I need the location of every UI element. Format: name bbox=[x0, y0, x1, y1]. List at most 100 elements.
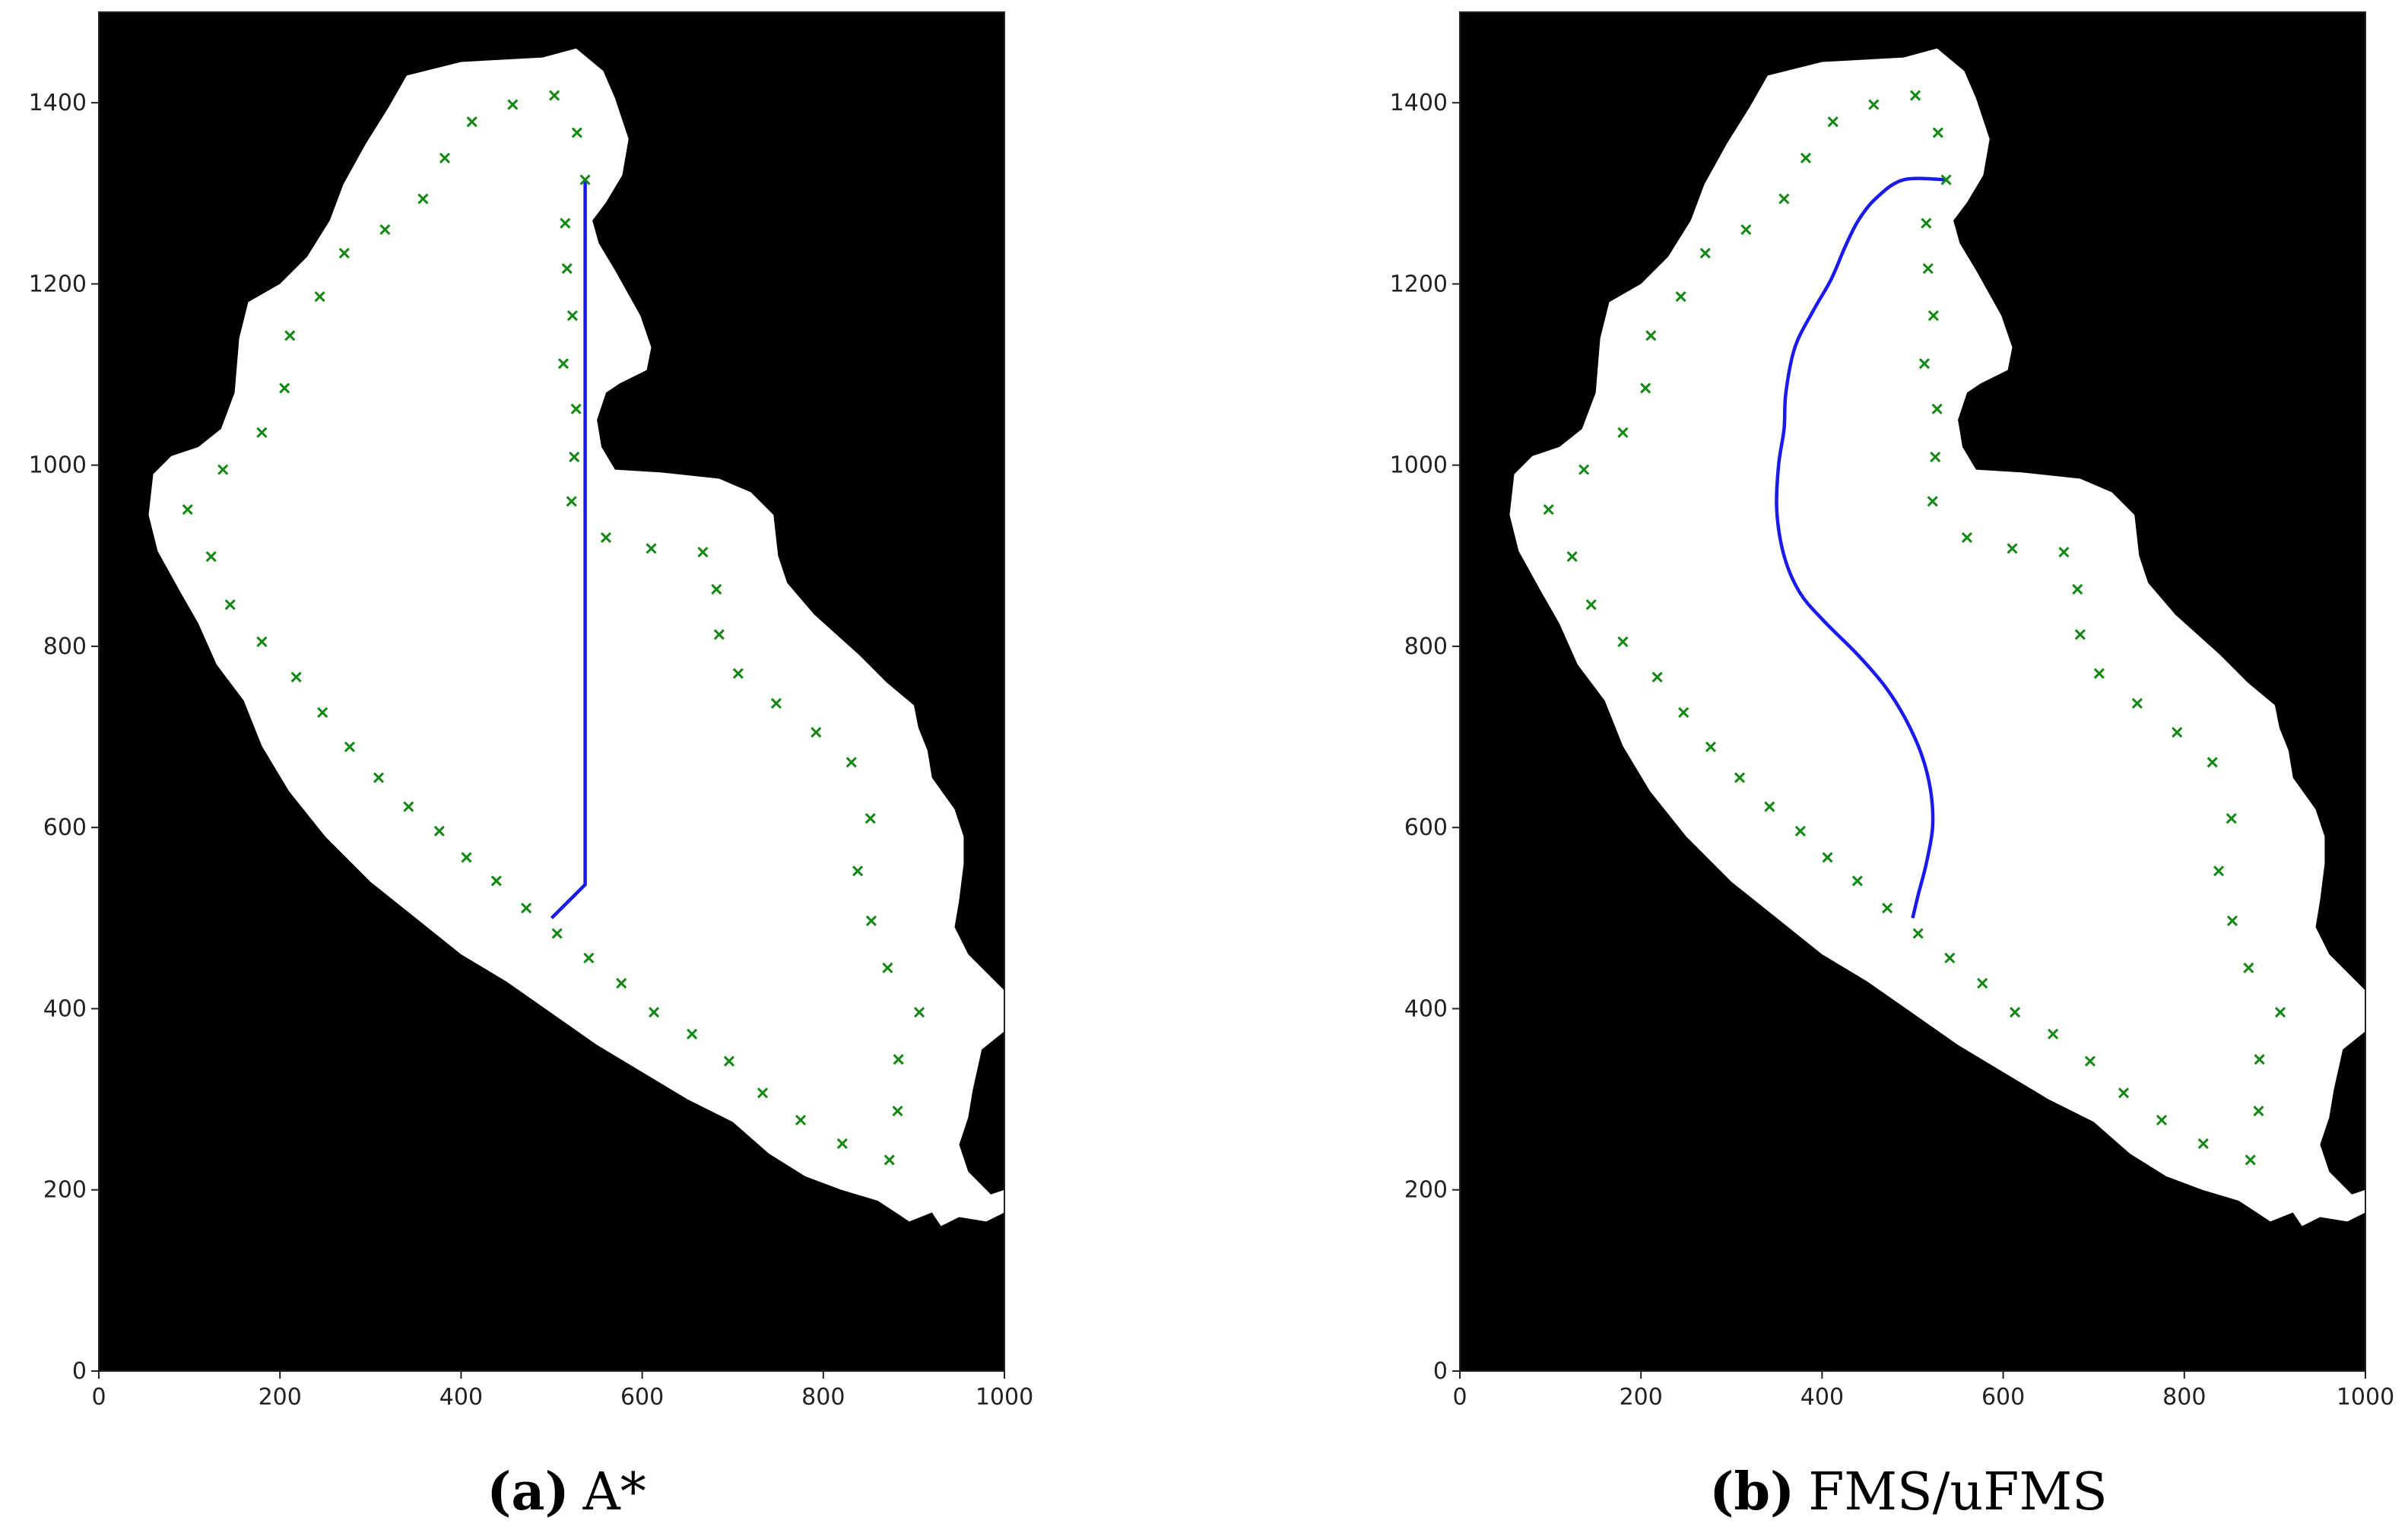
waypoint-marker-a-6 bbox=[557, 358, 569, 370]
waypoint-marker-b-1 bbox=[1932, 127, 1943, 138]
waypoint-marker-a-5 bbox=[566, 310, 578, 322]
waypoint-marker-b-12 bbox=[2058, 546, 2070, 558]
waypoint-marker-b-27 bbox=[2197, 1138, 2209, 1150]
y-tick-label-b-600: 600 bbox=[1404, 814, 1448, 841]
waypoint-marker-b-47 bbox=[1566, 551, 1578, 563]
y-tick-label-b-400: 400 bbox=[1404, 995, 1448, 1022]
waypoint-marker-a-1 bbox=[571, 127, 582, 138]
waypoint-marker-a-36 bbox=[521, 903, 532, 914]
waypoint-marker-a-4 bbox=[561, 263, 573, 275]
waypoint-marker-a-56 bbox=[417, 193, 429, 205]
x-tick-label-a-1000: 1000 bbox=[976, 1384, 1033, 1411]
free-region-a bbox=[148, 48, 1018, 1227]
waypoint-marker-a-19 bbox=[865, 813, 876, 824]
waypoint-marker-b-48 bbox=[1543, 503, 1554, 516]
waypoint-marker-a-31 bbox=[687, 1028, 698, 1039]
waypoint-marker-a-24 bbox=[893, 1054, 904, 1065]
waypoint-marker-a-33 bbox=[616, 978, 627, 989]
caption-b-title: FMS/uFMS bbox=[1808, 1462, 2108, 1522]
caption-b-tag: (b) bbox=[1709, 1462, 1794, 1522]
waypoint-marker-b-55 bbox=[1740, 224, 1752, 235]
waypoint-marker-b-6 bbox=[1918, 358, 1931, 370]
waypoint-marker-b-36 bbox=[1882, 903, 1893, 914]
waypoint-marker-b-4 bbox=[1922, 263, 1934, 275]
y-tick-label-a-400: 400 bbox=[43, 995, 87, 1022]
y-tick-label-a-0: 0 bbox=[72, 1358, 87, 1385]
waypoint-marker-a-23 bbox=[913, 1007, 925, 1018]
waypoint-marker-b-42 bbox=[1705, 741, 1716, 753]
waypoint-marker-b-52 bbox=[1645, 330, 1657, 341]
waypoint-marker-a-41 bbox=[373, 772, 385, 783]
waypoint-marker-a-38 bbox=[461, 852, 472, 863]
waypoint-marker-a-52 bbox=[284, 330, 296, 341]
waypoint-marker-a-11 bbox=[646, 543, 657, 554]
y-tick-label-a-200: 200 bbox=[43, 1177, 87, 1204]
waypoint-marker-b-25 bbox=[2253, 1106, 2264, 1117]
x-tick-label-a-800: 800 bbox=[801, 1384, 845, 1411]
x-tick-label-b-600: 600 bbox=[1981, 1384, 2025, 1411]
waypoint-marker-b-50 bbox=[1617, 427, 1629, 438]
waypoint-marker-a-58 bbox=[466, 116, 477, 128]
waypoint-marker-b-57 bbox=[1800, 152, 1812, 163]
waypoint-marker-b-10 bbox=[1961, 532, 1973, 544]
waypoint-marker-a-27 bbox=[836, 1138, 848, 1150]
waypoint-marker-b-13 bbox=[2072, 583, 2083, 595]
waypoint-marker-a-45 bbox=[256, 636, 268, 648]
waypoint-marker-a-28 bbox=[795, 1114, 807, 1126]
waypoint-marker-b-7 bbox=[1931, 403, 1943, 414]
waypoint-marker-b-58 bbox=[1827, 116, 1839, 128]
x-tick-label-b-0: 0 bbox=[1452, 1384, 1467, 1411]
waypoint-marker-a-10 bbox=[600, 532, 612, 544]
waypoint-marker-b-18 bbox=[2207, 757, 2218, 768]
x-tick-label-b-400: 400 bbox=[1800, 1384, 1844, 1411]
waypoint-marker-a-15 bbox=[732, 668, 744, 679]
waypoint-marker-a-2 bbox=[579, 174, 591, 186]
waypoint-marker-a-18 bbox=[845, 757, 857, 768]
waypoint-marker-a-3 bbox=[560, 217, 571, 229]
waypoint-marker-a-47 bbox=[205, 551, 217, 563]
waypoint-marker-a-14 bbox=[713, 629, 725, 640]
waypoint-marker-b-46 bbox=[1585, 599, 1597, 611]
waypoint-marker-b-53 bbox=[1675, 291, 1686, 303]
panel-a: 0 200 400 600 800 1000 0 200 400 600 800 1000 1200 14… bbox=[29, 11, 1033, 1411]
waypoint-marker-a-48 bbox=[182, 503, 193, 516]
waypoint-marker-b-8 bbox=[1930, 451, 1941, 463]
waypoint-marker-a-39 bbox=[433, 825, 445, 837]
y-tick-label-b-200: 200 bbox=[1404, 1177, 1448, 1204]
y-tick-label-b-0: 0 bbox=[1433, 1358, 1448, 1385]
planned-path-b bbox=[1775, 176, 1946, 919]
caption-a-title: A* bbox=[582, 1462, 646, 1522]
waypoint-marker-b-0 bbox=[1910, 90, 1921, 101]
waypoint-marker-b-43 bbox=[1678, 706, 1689, 718]
waypoint-marker-b-45 bbox=[1617, 636, 1629, 648]
waypoint-marker-a-22 bbox=[882, 962, 893, 973]
waypoint-marker-b-37 bbox=[1851, 875, 1863, 887]
waypoint-marker-b-33 bbox=[1977, 978, 1988, 989]
waypoint-marker-a-49 bbox=[217, 464, 229, 475]
x-tick-label-b-1000: 1000 bbox=[2337, 1384, 2394, 1411]
waypoint-marker-b-31 bbox=[2048, 1028, 2059, 1039]
waypoint-marker-b-21 bbox=[2226, 915, 2238, 926]
waypoint-marker-b-22 bbox=[2243, 962, 2254, 973]
waypoint-marker-b-54 bbox=[1699, 247, 1711, 259]
panel-b: 0 200 400 600 800 1000 0 200 400 600 800 1000 1200 14… bbox=[1390, 11, 2394, 1411]
y-tick-label-b-1400: 1400 bbox=[1390, 90, 1448, 116]
waypoint-marker-b-17 bbox=[2172, 727, 2183, 738]
waypoint-marker-b-41 bbox=[1734, 772, 1746, 783]
caption-b: (b) FMS/uFMS bbox=[1709, 1462, 2107, 1522]
waypoint-marker-b-39 bbox=[1794, 825, 1806, 837]
waypoint-marker-b-24 bbox=[2254, 1054, 2265, 1065]
waypoint-marker-b-14 bbox=[2074, 629, 2086, 640]
waypoint-marker-b-51 bbox=[1640, 382, 1651, 394]
waypoint-marker-a-30 bbox=[723, 1055, 734, 1067]
x-tick-label-b-200: 200 bbox=[1620, 1384, 1663, 1411]
y-tick-label-a-800: 800 bbox=[43, 633, 87, 660]
axes-frame-b bbox=[1459, 11, 2366, 1372]
waypoint-marker-a-0 bbox=[549, 90, 560, 101]
waypoint-marker-b-30 bbox=[2084, 1055, 2096, 1067]
x-tick-label-b-800: 800 bbox=[2162, 1384, 2206, 1411]
waypoint-marker-b-20 bbox=[2213, 865, 2225, 877]
waypoint-marker-a-42 bbox=[344, 741, 355, 753]
waypoint-marker-b-44 bbox=[1651, 671, 1663, 683]
